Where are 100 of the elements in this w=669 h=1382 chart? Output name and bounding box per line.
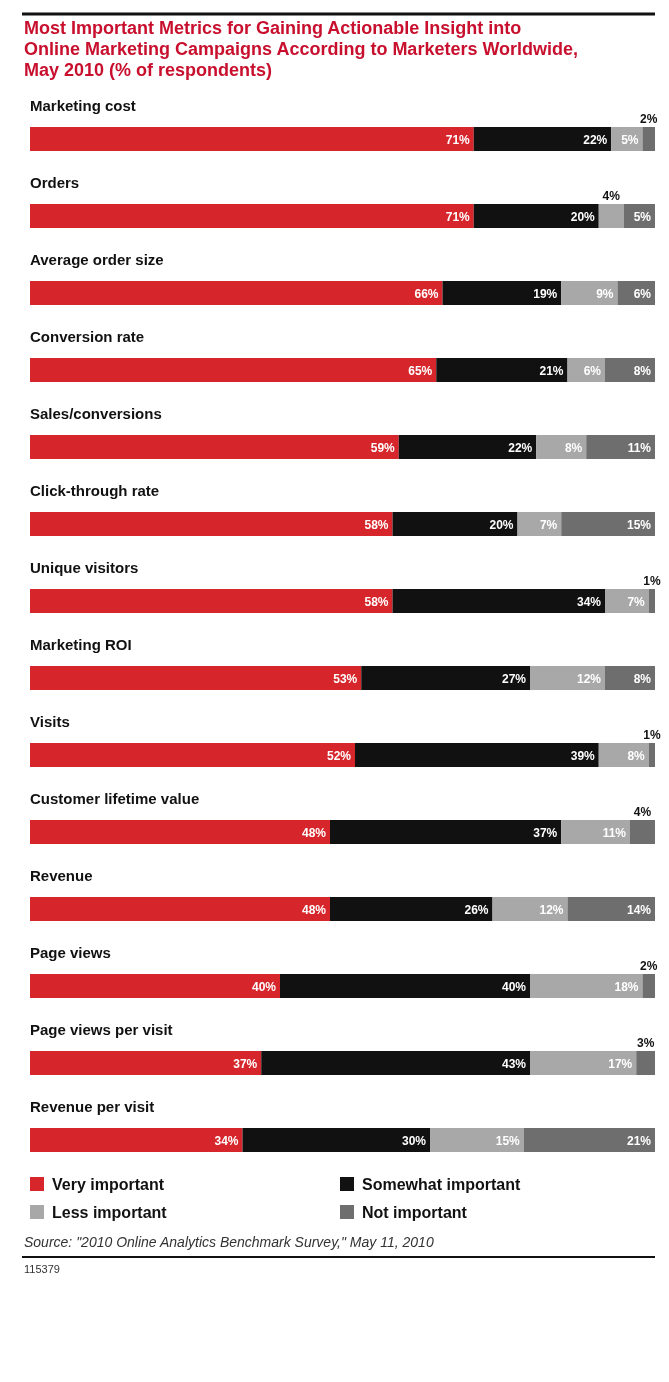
data-label: 58%	[364, 595, 389, 609]
y-tick-label: Marketing cost	[30, 97, 136, 114]
data-label: 2%	[640, 112, 658, 126]
bar	[648, 589, 655, 613]
data-label: 6%	[583, 364, 602, 378]
data-label: 26%	[464, 903, 489, 917]
bar	[630, 820, 655, 844]
bar	[361, 666, 530, 690]
data-label: 59%	[370, 441, 396, 455]
bar	[561, 281, 618, 305]
y-tick-label: Page views	[30, 944, 111, 961]
data-label: 7%	[627, 595, 646, 609]
bar	[523, 1128, 655, 1152]
data-label: 22%	[508, 441, 533, 455]
bar	[30, 820, 330, 844]
data-label: 1%	[643, 728, 661, 742]
y-tick-label: Visits	[30, 713, 70, 730]
data-label: 8%	[627, 749, 646, 763]
bar	[648, 743, 655, 767]
legend-label: Very important	[52, 1176, 165, 1193]
bar	[605, 666, 655, 690]
source-note: Source: "2010 Online Analytics Benchmark Survey," May 11, 2010	[24, 1234, 434, 1250]
data-label: 34%	[214, 1134, 239, 1148]
bar	[355, 743, 599, 767]
data-label: 8%	[564, 441, 583, 455]
bar	[598, 204, 624, 228]
bar	[30, 1051, 262, 1075]
data-label: 52%	[326, 749, 352, 763]
data-label: 18%	[614, 980, 639, 994]
data-label: 21%	[539, 364, 564, 378]
bar	[605, 589, 649, 613]
bar	[473, 127, 612, 151]
legend-label: Somewhat important	[362, 1176, 521, 1193]
bar	[530, 666, 605, 690]
data-label: 71%	[445, 133, 471, 147]
y-tick-label: Unique visitors	[30, 559, 139, 576]
bar	[261, 1051, 530, 1075]
bar	[30, 204, 474, 228]
data-label: 39%	[570, 749, 596, 763]
data-label: 5%	[621, 133, 639, 147]
legend-label: Not important	[362, 1204, 468, 1221]
bar	[530, 1051, 637, 1075]
bar	[586, 435, 655, 459]
bar	[605, 358, 655, 382]
data-label: 4%	[633, 805, 652, 819]
data-label: 2%	[640, 959, 658, 973]
bar	[473, 204, 599, 228]
data-label: 17%	[608, 1057, 633, 1071]
bar	[30, 435, 399, 459]
bar	[636, 1051, 655, 1075]
data-label: 65%	[408, 364, 433, 378]
bar	[398, 435, 537, 459]
y-tick-label: Orders	[30, 174, 80, 191]
legend-label: Less important	[52, 1204, 168, 1221]
data-label: 40%	[251, 980, 277, 994]
data-label: 5%	[633, 210, 652, 224]
bar	[330, 897, 493, 921]
bar	[30, 897, 330, 921]
data-label: 37%	[533, 826, 558, 840]
data-label: 3%	[636, 1036, 655, 1050]
bar	[598, 743, 649, 767]
bar	[561, 820, 630, 844]
data-label: 11%	[602, 826, 627, 840]
y-tick-label: Click-through rate	[30, 482, 160, 499]
y-tick-label: Revenue	[30, 867, 93, 884]
bar	[280, 974, 530, 998]
y-tick-label: Page views per visit	[30, 1021, 173, 1038]
data-label: 43%	[501, 1057, 527, 1071]
bar	[430, 1128, 524, 1152]
data-label: 27%	[501, 672, 527, 686]
text: 115379	[24, 1263, 60, 1275]
data-label: 12%	[576, 672, 602, 686]
data-label: 15%	[495, 1134, 521, 1148]
bar	[561, 512, 655, 536]
data-label: 7%	[539, 518, 558, 532]
data-label: 40%	[501, 980, 527, 994]
bar	[642, 127, 655, 151]
data-label: 71%	[445, 210, 471, 224]
y-tick-label: Marketing ROI	[30, 636, 132, 653]
bar	[30, 589, 393, 613]
data-label: 6%	[633, 287, 652, 301]
bar	[30, 1128, 243, 1152]
data-label: 53%	[333, 672, 358, 686]
bar	[30, 743, 355, 767]
data-label: 14%	[626, 903, 652, 917]
data-label: 37%	[233, 1057, 258, 1071]
data-label: 4%	[602, 189, 621, 203]
data-label: 12%	[539, 903, 564, 917]
y-tick-label: Sales/conversions	[30, 405, 162, 422]
data-label: 21%	[626, 1134, 652, 1148]
bar	[30, 666, 362, 690]
data-label: 58%	[364, 518, 389, 532]
bar	[492, 897, 568, 921]
data-label: 1%	[643, 574, 661, 588]
bar	[392, 589, 605, 613]
data-label: 8%	[633, 672, 652, 686]
data-label: 8%	[633, 364, 652, 378]
data-label: 15%	[626, 518, 652, 532]
bar	[567, 897, 655, 921]
y-tick-label: Revenue per visit	[30, 1098, 155, 1115]
